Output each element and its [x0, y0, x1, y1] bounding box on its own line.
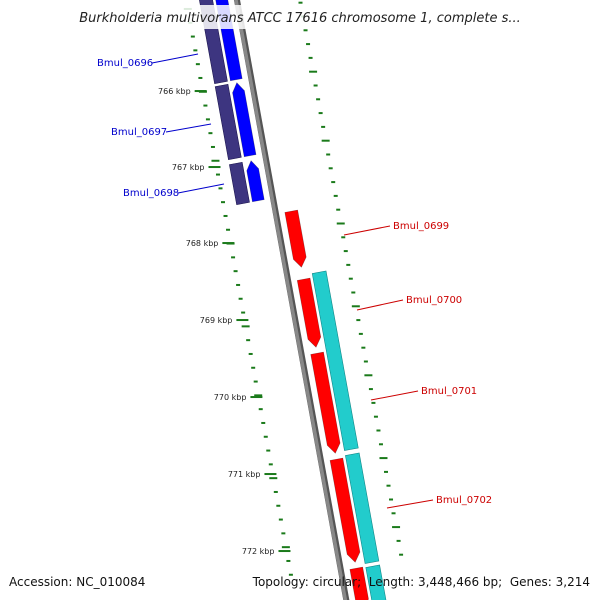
- tick-label: 767 kbp: [172, 163, 205, 172]
- accession-value: NC_010084: [76, 575, 146, 589]
- title-backdrop: [60, 5, 540, 29]
- tick-label: 771 kbp: [228, 470, 261, 479]
- gene-leader-line: [356, 299, 404, 311]
- genes-label: Genes:: [509, 575, 552, 589]
- reverse-gene-arrow-2: [246, 160, 265, 203]
- accession-label: Accession:: [9, 575, 73, 589]
- gene-label-bmul-0701[interactable]: Bmul_0701: [421, 386, 477, 397]
- gene-label-bmul-0696[interactable]: Bmul_0696: [97, 58, 153, 69]
- reverse-cds-1: [214, 83, 242, 160]
- length-label: Length:: [368, 575, 415, 589]
- gene-label-bmul-0699[interactable]: Bmul_0699: [393, 221, 449, 232]
- gene-leader-line: [370, 390, 419, 401]
- reverse-gene-arrow-1: [232, 82, 257, 158]
- accession-info: Accession: NC_010084: [9, 575, 145, 589]
- backbone-layer: [233, 0, 350, 600]
- length-value: 3,448,466 bp: [418, 575, 499, 589]
- forward-gene-arrow-2: [310, 351, 341, 454]
- topology-label: Topology:: [252, 575, 309, 589]
- forward-gene-arrow-1: [296, 277, 322, 348]
- gene-label-bmul-0697[interactable]: Bmul_0697: [111, 127, 167, 138]
- forward-cds-2: [365, 564, 387, 600]
- gene-label-bmul-0700[interactable]: Bmul_0700: [406, 295, 462, 306]
- sequence-info: Topology: circular; Length: 3,448,466 bp…: [252, 575, 590, 589]
- tick-label: 766 kbp: [158, 87, 191, 96]
- map-title: Burkholderia multivorans ATCC 17616 chro…: [79, 11, 521, 26]
- feature-tracks: [199, 0, 387, 600]
- tick-label: 769 kbp: [200, 316, 233, 325]
- forward-gene-arrow-0: [284, 209, 307, 268]
- topology-value: circular: [312, 575, 358, 589]
- gene-labels: Bmul_0696 Bmul_0697 Bmul_0698 Bmul_0699 Bmul…: [97, 53, 492, 509]
- forward-cds-0: [311, 270, 359, 451]
- genes-value: 3,214: [555, 575, 590, 589]
- tick-label: 770 kbp: [214, 393, 247, 402]
- gene-leader-line: [151, 53, 199, 64]
- tick-marks: 766 kbp 767 kbp 768 kbp 769 kbp 770 kbp 771 k…: [158, 1, 404, 576]
- forward-gene-arrow-4: [349, 566, 369, 600]
- gene-leader-line: [343, 225, 391, 236]
- forward-gene-arrow-3: [329, 457, 361, 563]
- tick-label: 768 kbp: [186, 239, 219, 248]
- gene-label-bmul-0702[interactable]: Bmul_0702: [436, 495, 492, 506]
- gene-leader-line: [165, 123, 212, 133]
- backbone: [234, 0, 348, 600]
- gene-leader-line: [386, 499, 434, 509]
- forward-cds-1: [345, 452, 380, 564]
- reverse-cds-2: [229, 161, 250, 205]
- gene-label-bmul-0698[interactable]: Bmul_0698: [123, 188, 179, 199]
- title-layer: Burkholderia multivorans ATCC 17616 chro…: [60, 5, 540, 29]
- tick-label: 772 kbp: [242, 547, 275, 556]
- gene-leader-line: [177, 183, 225, 194]
